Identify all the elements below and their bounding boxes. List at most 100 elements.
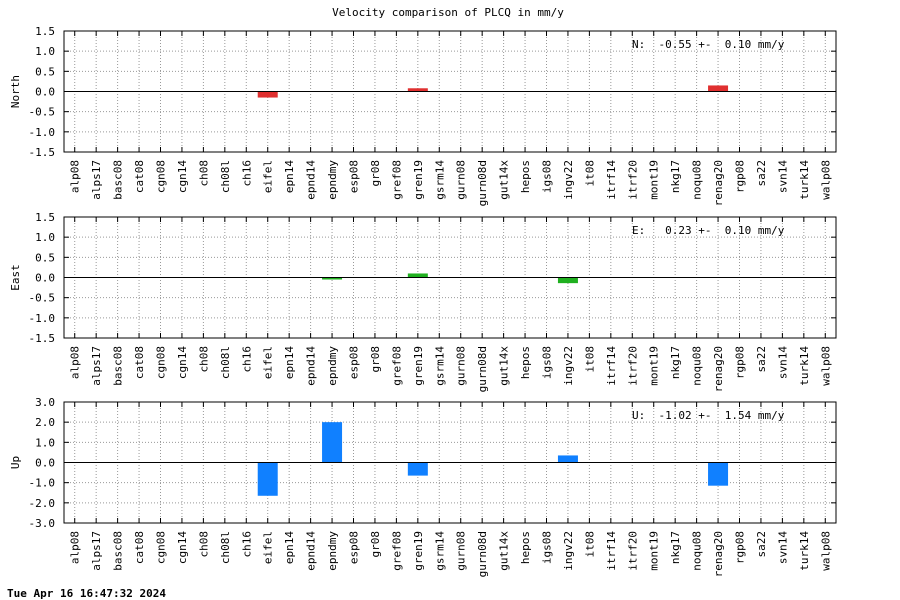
x-tick-label: esp08 [348, 160, 361, 193]
x-tick-label: igs08 [541, 531, 554, 564]
y-tick-label: 1.0 [35, 45, 55, 58]
velocity-annotation: N: -0.55 +- 0.10 mm/y [632, 38, 785, 51]
y-tick-label: 3.0 [35, 396, 55, 409]
chart-title: Velocity comparison of PLCQ in mm/y [332, 6, 564, 19]
x-tick-label: gr08 [369, 531, 382, 558]
y-tick-label: 0.0 [35, 272, 55, 285]
x-tick-label: itrf20 [626, 160, 639, 200]
x-tick-label: turk14 [798, 531, 811, 571]
x-tick-label: itrf20 [626, 346, 639, 386]
x-tick-label: basc08 [112, 160, 125, 200]
x-tick-label: itrf14 [605, 160, 618, 200]
x-tick-label: noqu08 [691, 346, 704, 386]
x-tick-label: renag20 [712, 531, 725, 577]
x-tick-label: nkg17 [669, 160, 682, 193]
x-tick-label: epnd14 [305, 346, 318, 386]
y-tick-label: 1.5 [35, 25, 55, 38]
x-tick-label: ch08 [197, 346, 210, 373]
x-tick-label: ch08l [219, 531, 232, 564]
x-tick-label: turk14 [798, 346, 811, 386]
x-tick-label: nkg17 [669, 346, 682, 379]
x-tick-label: basc08 [112, 346, 125, 386]
x-tick-label: cgn14 [176, 531, 189, 564]
x-tick-label: noqu08 [691, 160, 704, 200]
x-tick-label: ch08l [219, 346, 232, 379]
x-tick-label: cat08 [133, 531, 146, 564]
x-tick-label: gsrm14 [433, 346, 446, 386]
x-tick-label: mont19 [648, 346, 661, 386]
x-tick-label: ingv22 [562, 531, 575, 571]
x-tick-label: cgn08 [155, 346, 168, 379]
x-tick-label: svn14 [776, 160, 789, 193]
x-tick-label: epn14 [283, 531, 296, 564]
x-tick-label: gurn08 [455, 346, 468, 386]
x-tick-label: rgp08 [734, 160, 747, 193]
x-tick-label: walp08 [819, 531, 832, 571]
x-tick-label: gurn08 [455, 160, 468, 200]
x-tick-label: ingv22 [562, 160, 575, 200]
x-tick-label: hepos [519, 346, 532, 379]
x-tick-label: epnd14 [305, 160, 318, 200]
x-tick-label: epndmy [326, 346, 339, 386]
y-tick-label: -1.5 [29, 332, 56, 345]
velocity-annotation: E: 0.23 +- 0.10 mm/y [632, 224, 785, 237]
x-tick-label: gsrm14 [433, 531, 446, 571]
x-tick-label: gurn08d [476, 346, 489, 392]
x-tick-label: mont19 [648, 160, 661, 200]
x-tick-label: gut14x [498, 531, 511, 571]
x-tick-label: gref08 [390, 531, 403, 571]
x-tick-label: mont19 [648, 531, 661, 571]
x-tick-label: ch16 [240, 160, 253, 187]
x-tick-label: it08 [583, 160, 596, 187]
x-tick-label: gref08 [390, 346, 403, 386]
x-tick-label: it08 [583, 531, 596, 558]
x-tick-label: rgp08 [734, 346, 747, 379]
bar-gren19 [407, 273, 428, 278]
x-tick-label: gref08 [390, 160, 403, 200]
bar-epndmy [322, 277, 343, 280]
x-tick-label: cat08 [133, 160, 146, 193]
plot-frame [63, 401, 837, 524]
y-tick-label: -1.0 [29, 477, 56, 490]
x-tick-label: turk14 [798, 160, 811, 200]
x-tick-label: itrf14 [605, 346, 618, 386]
y-axis-label: Up [9, 456, 22, 469]
x-tick-label: ch16 [240, 531, 253, 558]
x-tick-label: gren19 [412, 531, 425, 571]
x-tick-label: cgn14 [176, 160, 189, 193]
x-tick-label: igs08 [541, 160, 554, 193]
velocity-annotation: U: -1.02 +- 1.54 mm/y [632, 409, 785, 422]
plot-frame [63, 30, 837, 153]
x-tick-label: alps17 [90, 346, 103, 386]
bar-gren19 [407, 462, 428, 476]
y-tick-label: 0.0 [35, 86, 55, 99]
x-tick-label: gurn08d [476, 160, 489, 206]
x-tick-label: sa22 [755, 346, 768, 373]
x-tick-label: cgn08 [155, 160, 168, 193]
x-tick-label: noqu08 [691, 531, 704, 571]
x-tick-label: walp08 [819, 346, 832, 386]
x-tick-label: ingv22 [562, 346, 575, 386]
x-tick-label: svn14 [776, 346, 789, 379]
x-tick-label: ch16 [240, 346, 253, 373]
x-tick-label: it08 [583, 346, 596, 373]
y-tick-label: -1.0 [29, 126, 56, 139]
x-tick-label: alp08 [69, 531, 82, 564]
x-tick-label: svn14 [776, 531, 789, 564]
x-tick-label: igs08 [541, 346, 554, 379]
y-axis-label: North [9, 75, 22, 108]
x-tick-label: gut14x [498, 346, 511, 386]
x-tick-label: gren19 [412, 346, 425, 386]
bar-renag20 [708, 85, 729, 92]
bar-ingv22 [557, 277, 578, 284]
x-tick-label: hepos [519, 160, 532, 193]
x-tick-label: ch08 [197, 531, 210, 558]
x-tick-label: epndmy [326, 531, 339, 571]
bar-renag20 [708, 462, 729, 486]
bar-eifel [257, 462, 278, 496]
x-tick-label: gurn08 [455, 531, 468, 571]
x-tick-label: hepos [519, 531, 532, 564]
timestamp-footer: Tue Apr 16 16:47:32 2024 [7, 587, 166, 600]
